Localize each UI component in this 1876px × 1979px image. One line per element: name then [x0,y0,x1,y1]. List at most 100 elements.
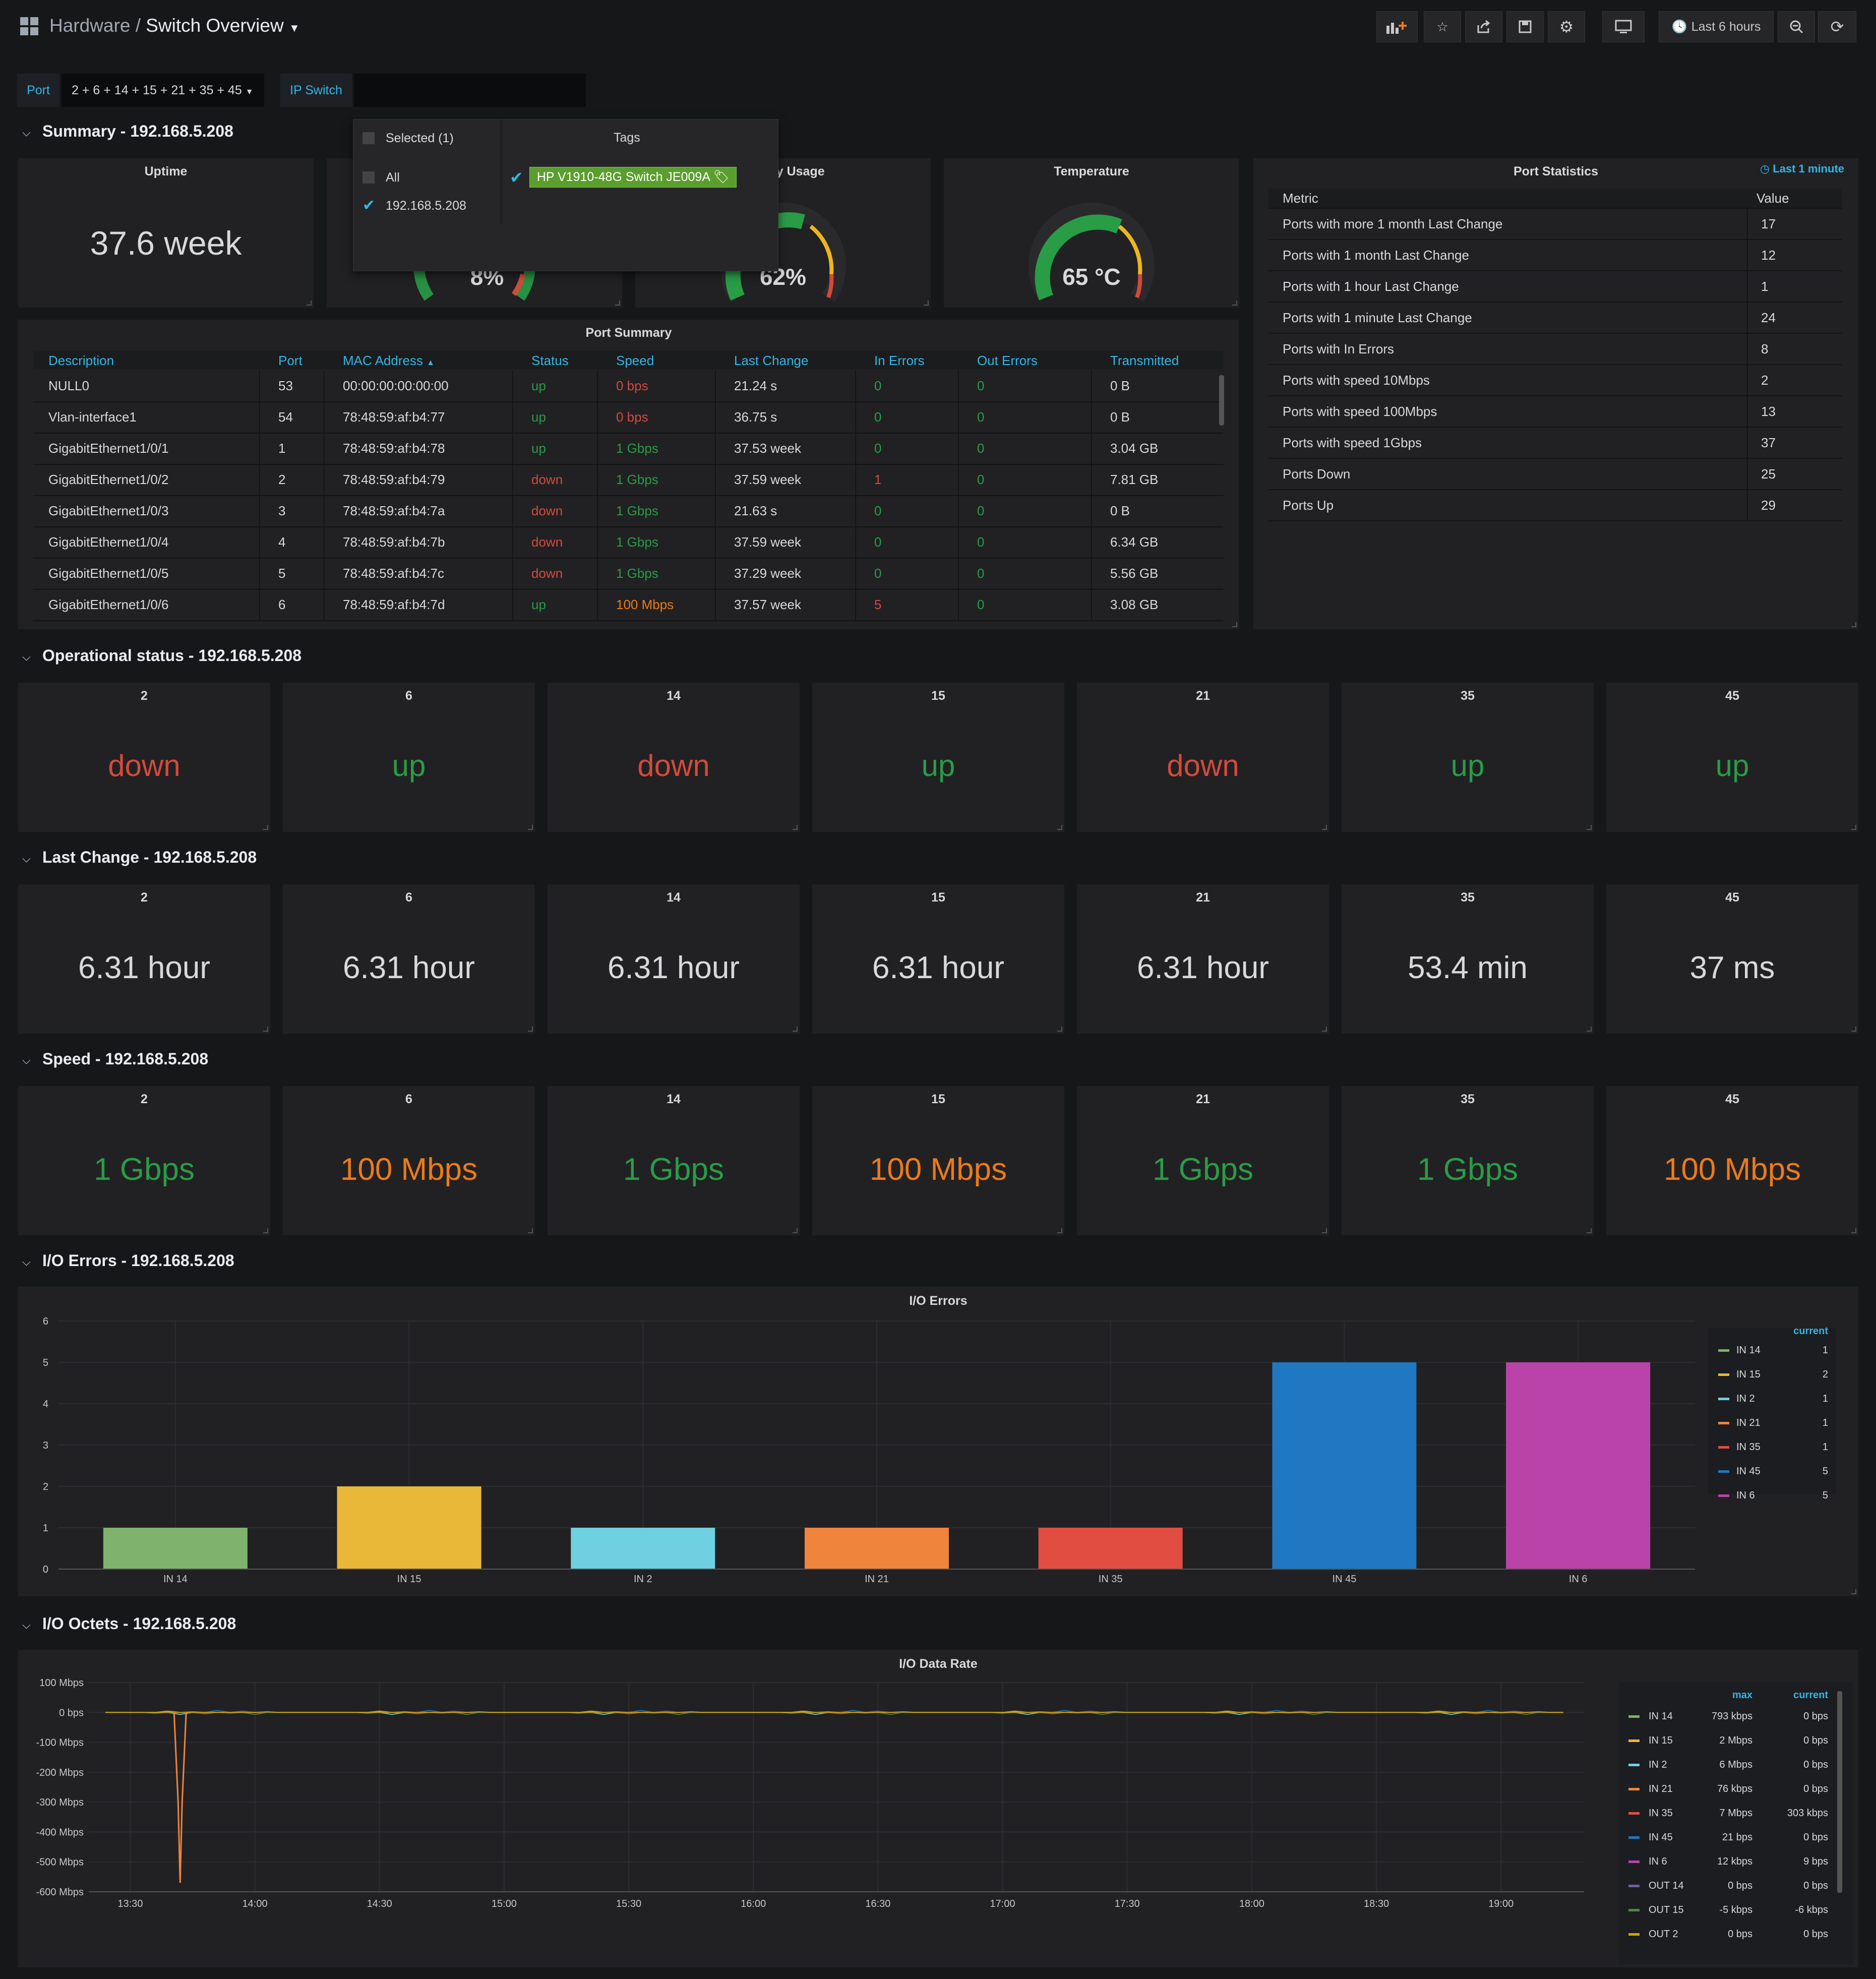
legend-series-name[interactable]: IN 35 [1649,1808,1673,1819]
legend-series-name[interactable]: IN 14 [1649,1711,1673,1722]
row-collapse-chevron-icon[interactable]: ⌵ [22,1255,31,1268]
resize-handle[interactable] [1232,622,1237,627]
legend-series-name[interactable]: IN 2 [1736,1393,1755,1404]
resize-handle[interactable] [793,825,798,830]
legend-swatch[interactable] [1718,1349,1729,1352]
series-spike-line[interactable] [173,1712,187,1883]
panel-title[interactable]: Port Summary [585,326,672,340]
panel-title[interactable]: 15 [931,890,945,905]
bar-in-35[interactable] [1038,1528,1183,1569]
resize-handle[interactable] [1057,825,1062,830]
resize-handle[interactable] [1587,825,1592,830]
resize-handle[interactable] [1587,1228,1592,1233]
breadcrumb-folder[interactable]: Hardware [49,15,131,36]
column-header-last-change[interactable]: Last Change [734,353,809,368]
legend-swatch[interactable] [1628,1861,1640,1863]
legend-series-name[interactable]: IN 45 [1649,1832,1673,1843]
column-header-description[interactable]: Description [48,353,114,368]
panel-title[interactable]: Port Statistics [1513,164,1599,178]
legend-swatch[interactable] [1628,1764,1640,1766]
legend-swatch[interactable] [1718,1422,1729,1424]
resize-handle[interactable] [1322,825,1327,830]
legend-series-name[interactable]: IN 2 [1649,1759,1667,1770]
panel-title[interactable]: 2 [141,689,148,703]
panel-title[interactable]: 15 [931,689,945,703]
panel-title[interactable]: 21 [1196,1092,1210,1106]
resize-handle[interactable] [528,825,533,830]
column-header-in-errors[interactable]: In Errors [874,353,925,368]
legend-series-name[interactable]: IN 35 [1736,1442,1761,1453]
resize-handle[interactable] [1851,1027,1856,1032]
legend-series-name[interactable]: IN 14 [1736,1345,1761,1356]
resize-handle[interactable] [615,301,620,306]
column-header-value[interactable]: Value [1747,189,1842,209]
resize-handle[interactable] [1057,1027,1062,1032]
panel-title[interactable]: 6 [405,890,412,905]
bar-in-6[interactable] [1506,1362,1651,1569]
resize-handle[interactable] [924,301,929,306]
legend-swatch[interactable] [1718,1446,1729,1449]
column-header-out-errors[interactable]: Out Errors [977,353,1038,368]
legend-swatch[interactable] [1718,1398,1729,1400]
legend-series-name[interactable]: IN 21 [1649,1783,1673,1794]
tag-option[interactable]: ✔ HP V1910-48G Switch JE009A 🏷 [510,167,737,188]
io-errors-row-title[interactable]: I/O Errors - 192.168.5.208 [42,1251,234,1270]
resize-handle[interactable] [263,1027,268,1032]
column-header-transmitted[interactable]: Transmitted [1110,353,1179,368]
time-picker-button[interactable]: 🕓 Last 6 hours [1659,11,1774,42]
column-header-status[interactable]: Status [531,353,569,368]
resize-handle[interactable] [1322,1228,1327,1233]
panel-title[interactable]: 35 [1461,689,1475,703]
resize-handle[interactable] [263,1228,268,1233]
star-dashboard-button[interactable]: ☆ [1424,11,1461,42]
resize-handle[interactable] [793,1027,798,1032]
legend-series-name[interactable]: OUT 15 [1649,1904,1684,1915]
resize-handle[interactable] [793,1228,798,1233]
dropdown-option-all[interactable]: All [362,170,400,185]
legend-scrollbar[interactable] [1837,1691,1842,1893]
legend-swatch[interactable] [1628,1909,1640,1911]
legend-series-name[interactable]: IN 21 [1736,1417,1761,1428]
resize-handle[interactable] [528,1027,533,1032]
resize-handle[interactable] [1851,1589,1856,1594]
legend-series-name[interactable]: IN 45 [1736,1466,1761,1477]
resize-handle[interactable] [1587,1027,1592,1032]
dropdown-option-ip[interactable]: ✔ 192.168.5.208 [362,198,466,213]
legend-series-name[interactable]: IN 15 [1649,1735,1673,1746]
bar-in-45[interactable] [1272,1362,1417,1569]
panel-title[interactable]: 6 [405,689,412,703]
resize-handle[interactable] [307,301,312,306]
row-collapse-chevron-icon[interactable]: ⌵ [22,1618,31,1631]
panel-title[interactable]: 14 [667,689,681,703]
row-collapse-chevron-icon[interactable]: ⌵ [22,852,31,865]
row-collapse-chevron-icon[interactable]: ⌵ [22,650,31,663]
panel-title[interactable]: 35 [1461,1092,1475,1106]
panel-title[interactable]: ry Usage [771,164,825,178]
resize-handle[interactable] [1232,301,1237,306]
io-octets-row-title[interactable]: I/O Octets - 192.168.5.208 [42,1614,236,1633]
column-header-mac[interactable]: MAC Address ▲ [343,353,435,369]
bar-in-14[interactable] [103,1528,248,1569]
summary-row-title[interactable]: Summary - 192.168.5.208 [42,122,233,140]
port-variable-select[interactable]: 2 + 6 + 14 + 15 + 21 + 35 + 45 ▼ [62,74,264,107]
panel-title[interactable]: 14 [667,890,681,905]
refresh-button[interactable]: ⟳ [1818,11,1856,42]
panel-title[interactable]: 2 [141,1092,148,1106]
legend-series-name[interactable]: IN 6 [1649,1856,1667,1867]
panel-title[interactable]: 6 [405,1092,412,1106]
legend-swatch[interactable] [1628,1788,1640,1790]
resize-handle[interactable] [528,1228,533,1233]
resize-handle[interactable] [1851,1228,1856,1233]
legend-swatch[interactable] [1628,1812,1640,1815]
legend-swatch[interactable] [1628,1740,1640,1742]
legend-swatch[interactable] [1718,1470,1729,1473]
panel-title[interactable]: 45 [1725,1092,1739,1106]
column-header-metric[interactable]: Metric [1268,189,1747,209]
zoom-out-button[interactable] [1778,11,1815,42]
resize-handle[interactable] [1057,1228,1062,1233]
panel-title[interactable]: 21 [1196,689,1210,703]
column-header-speed[interactable]: Speed [616,353,654,368]
legend-swatch[interactable] [1718,1373,1729,1376]
legend-series-name[interactable]: OUT 2 [1649,1929,1678,1940]
resize-handle[interactable] [1851,825,1856,830]
